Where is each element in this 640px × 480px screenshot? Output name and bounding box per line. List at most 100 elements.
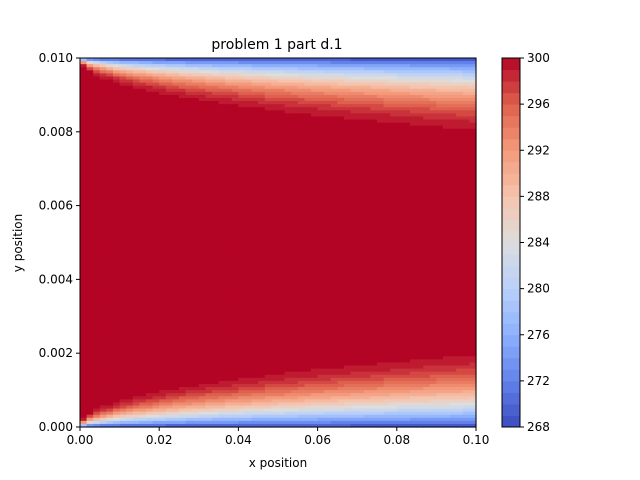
heatmap-cell: [159, 285, 167, 290]
heatmap-cell: [146, 61, 154, 65]
heatmap-cell: [311, 214, 319, 219]
heatmap-cell: [113, 300, 121, 305]
heatmap-cell: [271, 405, 279, 410]
heatmap-cell: [132, 174, 140, 179]
heatmap-cell: [119, 227, 127, 231]
heatmap-cell: [218, 165, 226, 170]
heatmap-cell: [93, 177, 101, 182]
heatmap-cell: [245, 202, 253, 207]
heatmap-cell: [179, 104, 187, 108]
heatmap-cell: [271, 331, 279, 336]
heatmap-cell: [245, 67, 253, 71]
heatmap-cell: [80, 340, 88, 345]
heatmap-cell: [185, 359, 193, 364]
heatmap-cell: [225, 131, 233, 136]
heatmap-cell: [231, 264, 239, 268]
heatmap-cell: [258, 165, 266, 170]
heatmap-cell: [317, 350, 325, 354]
heatmap-cell: [291, 85, 299, 90]
heatmap-cell: [258, 153, 266, 157]
heatmap-cell: [146, 331, 154, 336]
heatmap-cell: [258, 107, 266, 111]
heatmap-cell: [99, 307, 107, 311]
heatmap-cell: [264, 288, 272, 293]
heatmap-cell: [311, 162, 319, 167]
heatmap-cell: [245, 159, 253, 164]
heatmap-cell: [324, 91, 332, 96]
heatmap-cell: [99, 270, 107, 274]
heatmap-cell: [80, 236, 88, 241]
heatmap-cell: [337, 273, 345, 277]
heatmap-cell: [132, 294, 140, 299]
heatmap-cell: [218, 147, 226, 151]
heatmap-cell: [251, 347, 259, 351]
heatmap-cell: [317, 230, 325, 234]
heatmap-cell: [225, 328, 233, 333]
heatmap-cell: [330, 319, 338, 324]
heatmap-cell: [93, 285, 101, 290]
heatmap-cell: [291, 350, 299, 354]
heatmap-cell: [350, 184, 358, 188]
heatmap-cell: [205, 110, 213, 114]
heatmap-cells: [80, 58, 477, 428]
heatmap-cell: [86, 310, 94, 314]
heatmap-cell: [113, 125, 121, 130]
heatmap-cell: [152, 264, 160, 268]
heatmap-cell: [238, 307, 246, 311]
heatmap-cell: [192, 196, 200, 201]
heatmap-cell: [152, 236, 160, 241]
heatmap-cell: [179, 288, 187, 293]
heatmap-cell: [324, 350, 332, 354]
heatmap-cell: [126, 350, 134, 354]
heatmap-cell: [179, 233, 187, 237]
heatmap-cell: [106, 199, 114, 204]
heatmap-cell: [126, 104, 134, 108]
heatmap-cell: [231, 291, 239, 296]
heatmap-cell: [126, 331, 134, 336]
heatmap-cell: [271, 248, 279, 253]
heatmap-cell: [132, 147, 140, 151]
heatmap-cell: [198, 294, 206, 299]
heatmap-cell: [317, 122, 325, 127]
heatmap-cell: [337, 162, 345, 167]
heatmap-cell: [86, 313, 94, 317]
heatmap-cell: [218, 236, 226, 241]
heatmap-cell: [350, 107, 358, 111]
heatmap-cell: [113, 343, 121, 348]
heatmap-cell: [297, 239, 305, 244]
heatmap-cell: [330, 267, 338, 271]
heatmap-cell: [80, 119, 88, 124]
heatmap-cell: [344, 294, 352, 299]
heatmap-cell: [152, 254, 160, 259]
heatmap-cell: [179, 227, 187, 231]
heatmap-cell: [159, 153, 167, 157]
heatmap-cell: [185, 101, 193, 105]
heatmap-cell: [146, 251, 154, 256]
heatmap-cell: [165, 159, 173, 164]
heatmap-cell: [218, 107, 226, 111]
heatmap-cell: [80, 405, 88, 410]
heatmap-cell: [278, 423, 286, 428]
heatmap-cell: [139, 328, 147, 333]
heatmap-cell: [324, 110, 332, 114]
heatmap-cell: [337, 294, 345, 299]
heatmap-cell: [179, 236, 187, 241]
heatmap-cell: [311, 343, 319, 348]
heatmap-cell: [324, 242, 332, 247]
heatmap-cell: [317, 316, 325, 320]
heatmap-cell: [251, 285, 259, 290]
heatmap-cell: [297, 168, 305, 173]
heatmap-cell: [297, 224, 305, 228]
heatmap-cell: [152, 141, 160, 145]
heatmap-cell: [159, 316, 167, 320]
heatmap-cell: [132, 125, 140, 130]
heatmap-cell: [278, 331, 286, 336]
heatmap-cell: [344, 242, 352, 247]
heatmap-cell: [330, 377, 338, 382]
heatmap-cell: [126, 270, 134, 274]
heatmap-cell: [258, 227, 266, 231]
heatmap-cell: [119, 122, 127, 127]
heatmap-cell: [205, 322, 213, 327]
heatmap-cell: [185, 150, 193, 154]
heatmap-cell: [99, 242, 107, 247]
